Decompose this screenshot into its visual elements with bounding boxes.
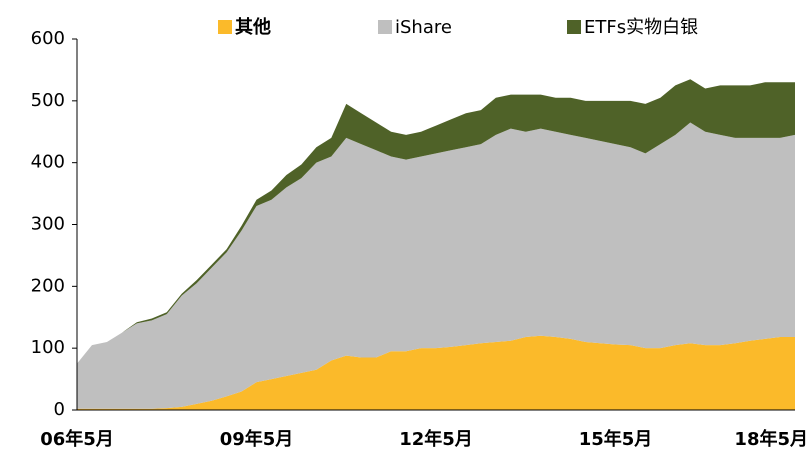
legend-label: 其他 (235, 16, 271, 38)
y-tick-label: 600 (31, 28, 65, 49)
area (77, 335, 795, 410)
area (77, 122, 795, 409)
legend-swatch (218, 20, 232, 34)
area (77, 79, 795, 364)
x-tick-label: 06年5月 (40, 428, 114, 450)
legend-swatch (567, 20, 581, 34)
y-tick-label: 300 (31, 214, 65, 235)
legend-label: ETFs实物白银 (584, 17, 698, 38)
y-tick-label: 200 (31, 275, 65, 296)
y-tick-label: 0 (54, 399, 65, 420)
y-tick-label: 100 (31, 337, 65, 358)
y-tick-label: 400 (31, 152, 65, 173)
x-tick-label: 15年5月 (579, 428, 653, 450)
legend-swatch (378, 20, 392, 34)
y-tick-label: 500 (31, 90, 65, 111)
x-tick-label: 18年5月 (734, 428, 808, 450)
legend-label: iShare (395, 17, 452, 38)
x-tick-label: 09年5月 (220, 428, 294, 450)
x-tick-label: 12年5月 (399, 428, 473, 450)
